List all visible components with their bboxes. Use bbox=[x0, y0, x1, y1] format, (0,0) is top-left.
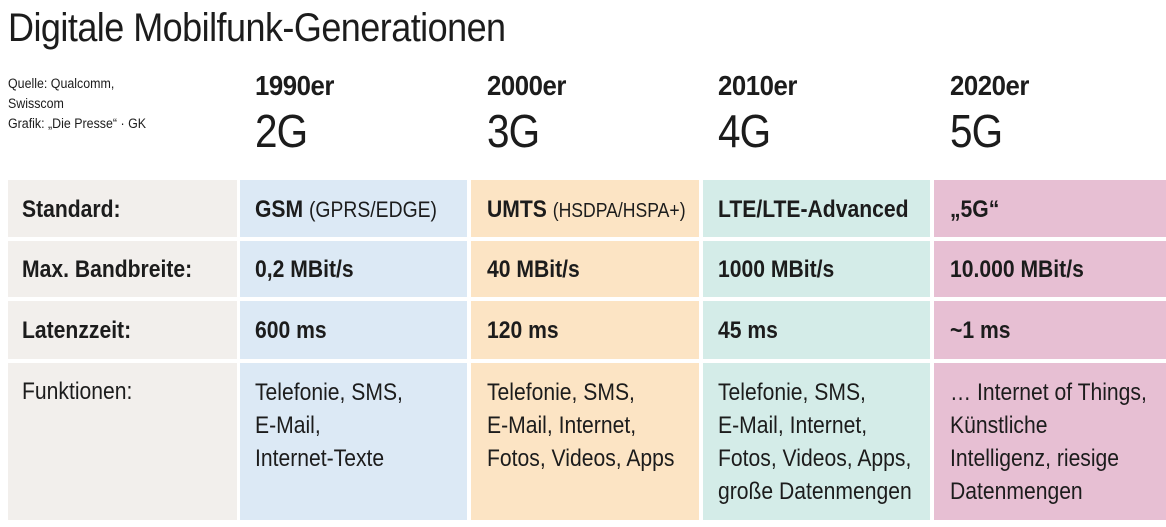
column-2g-background bbox=[240, 180, 467, 520]
row-divider bbox=[8, 297, 1166, 301]
functions-line: Fotos, Videos, Apps, bbox=[718, 445, 912, 472]
row-label-standard: Standard: bbox=[22, 196, 121, 223]
generation-label: 4G bbox=[718, 105, 771, 157]
generation-label: 2G bbox=[255, 105, 308, 157]
row-label-latency: Latenzzeit: bbox=[22, 317, 132, 344]
source-line: Quelle: Qualcomm, bbox=[8, 76, 115, 91]
standard-cell-3g: UMTS (HSDPA/HSPA+) bbox=[487, 196, 686, 224]
bandwidth-cell-4g: 1000 MBit/s bbox=[718, 256, 835, 283]
latency-cell-5g: ~1 ms bbox=[950, 317, 1011, 344]
column-header-3g: 2000er 3G bbox=[487, 70, 573, 158]
decade-label: 2000er bbox=[487, 70, 566, 101]
functions-line: Internet-Texte bbox=[255, 445, 385, 472]
page-title: Digitale Mobilfunk-Generationen bbox=[8, 6, 506, 50]
bandwidth-cell-5g: 10.000 MBit/s bbox=[950, 256, 1084, 283]
standard-name: GSM bbox=[255, 196, 304, 223]
decade-label: 1990er bbox=[255, 70, 334, 101]
functions-cell-5g: … Internet of Things, Künstliche Intelli… bbox=[950, 376, 1166, 508]
decade-label: 2020er bbox=[950, 70, 1029, 101]
functions-line: … Internet of Things, bbox=[950, 379, 1147, 406]
row-divider bbox=[8, 359, 1166, 363]
generation-label: 5G bbox=[950, 105, 1003, 157]
functions-line: Telefonie, SMS, bbox=[718, 379, 866, 406]
standard-cell-5g: „5G“ bbox=[950, 196, 1000, 223]
standard-name: UMTS bbox=[487, 196, 547, 223]
standard-cell-2g: GSM (GPRS/EDGE) bbox=[255, 196, 437, 224]
source-line: Swisscom bbox=[8, 96, 64, 111]
functions-cell-2g: Telefonie, SMS, E-Mail, Internet-Texte bbox=[255, 376, 484, 475]
standard-cell-4g: LTE/LTE-Advanced bbox=[718, 196, 909, 223]
column-5g-background bbox=[934, 180, 1166, 520]
column-header-4g: 2010er 4G bbox=[718, 70, 804, 158]
column-header-5g: 2020er 5G bbox=[950, 70, 1036, 158]
latency-cell-3g: 120 ms bbox=[487, 317, 559, 344]
row-divider bbox=[8, 237, 1166, 241]
source-line: Grafik: „Die Presse“ · GK bbox=[8, 116, 147, 131]
standard-extra: (GPRS/EDGE) bbox=[308, 197, 437, 222]
functions-line: große Datenmengen bbox=[718, 478, 912, 505]
functions-cell-4g: Telefonie, SMS, E-Mail, Internet, Fotos,… bbox=[718, 376, 947, 508]
functions-line: Fotos, Videos, Apps bbox=[487, 445, 675, 472]
standard-extra: (HSDPA/HSPA+) bbox=[552, 200, 686, 222]
latency-cell-2g: 600 ms bbox=[255, 317, 327, 344]
functions-cell-3g: Telefonie, SMS, E-Mail, Internet, Fotos,… bbox=[487, 376, 716, 475]
functions-line: Datenmengen bbox=[950, 478, 1083, 505]
source-credit: Quelle: Qualcomm, Swisscom Grafik: „Die … bbox=[8, 74, 146, 134]
functions-line: E-Mail, Internet, bbox=[487, 412, 637, 439]
column-header-2g: 1990er 2G bbox=[255, 70, 341, 158]
decade-label: 2010er bbox=[718, 70, 797, 101]
row-label-bandwidth: Max. Bandbreite: bbox=[22, 256, 193, 283]
column-4g-background bbox=[703, 180, 930, 520]
bandwidth-cell-3g: 40 MBit/s bbox=[487, 256, 580, 283]
functions-line: Intelligenz, riesige bbox=[950, 445, 1120, 472]
bandwidth-cell-2g: 0,2 MBit/s bbox=[255, 256, 354, 283]
latency-cell-4g: 45 ms bbox=[718, 317, 778, 344]
functions-line: E-Mail, Internet, bbox=[718, 412, 868, 439]
functions-line: Telefonie, SMS, bbox=[255, 379, 403, 406]
label-column-background bbox=[8, 180, 237, 520]
functions-line: Künstliche bbox=[950, 412, 1048, 439]
functions-line: E-Mail, bbox=[255, 412, 321, 439]
row-label-functions: Funktionen: bbox=[22, 378, 133, 405]
functions-line: Telefonie, SMS, bbox=[487, 379, 635, 406]
column-3g-background bbox=[471, 180, 699, 520]
generation-label: 3G bbox=[487, 105, 540, 157]
